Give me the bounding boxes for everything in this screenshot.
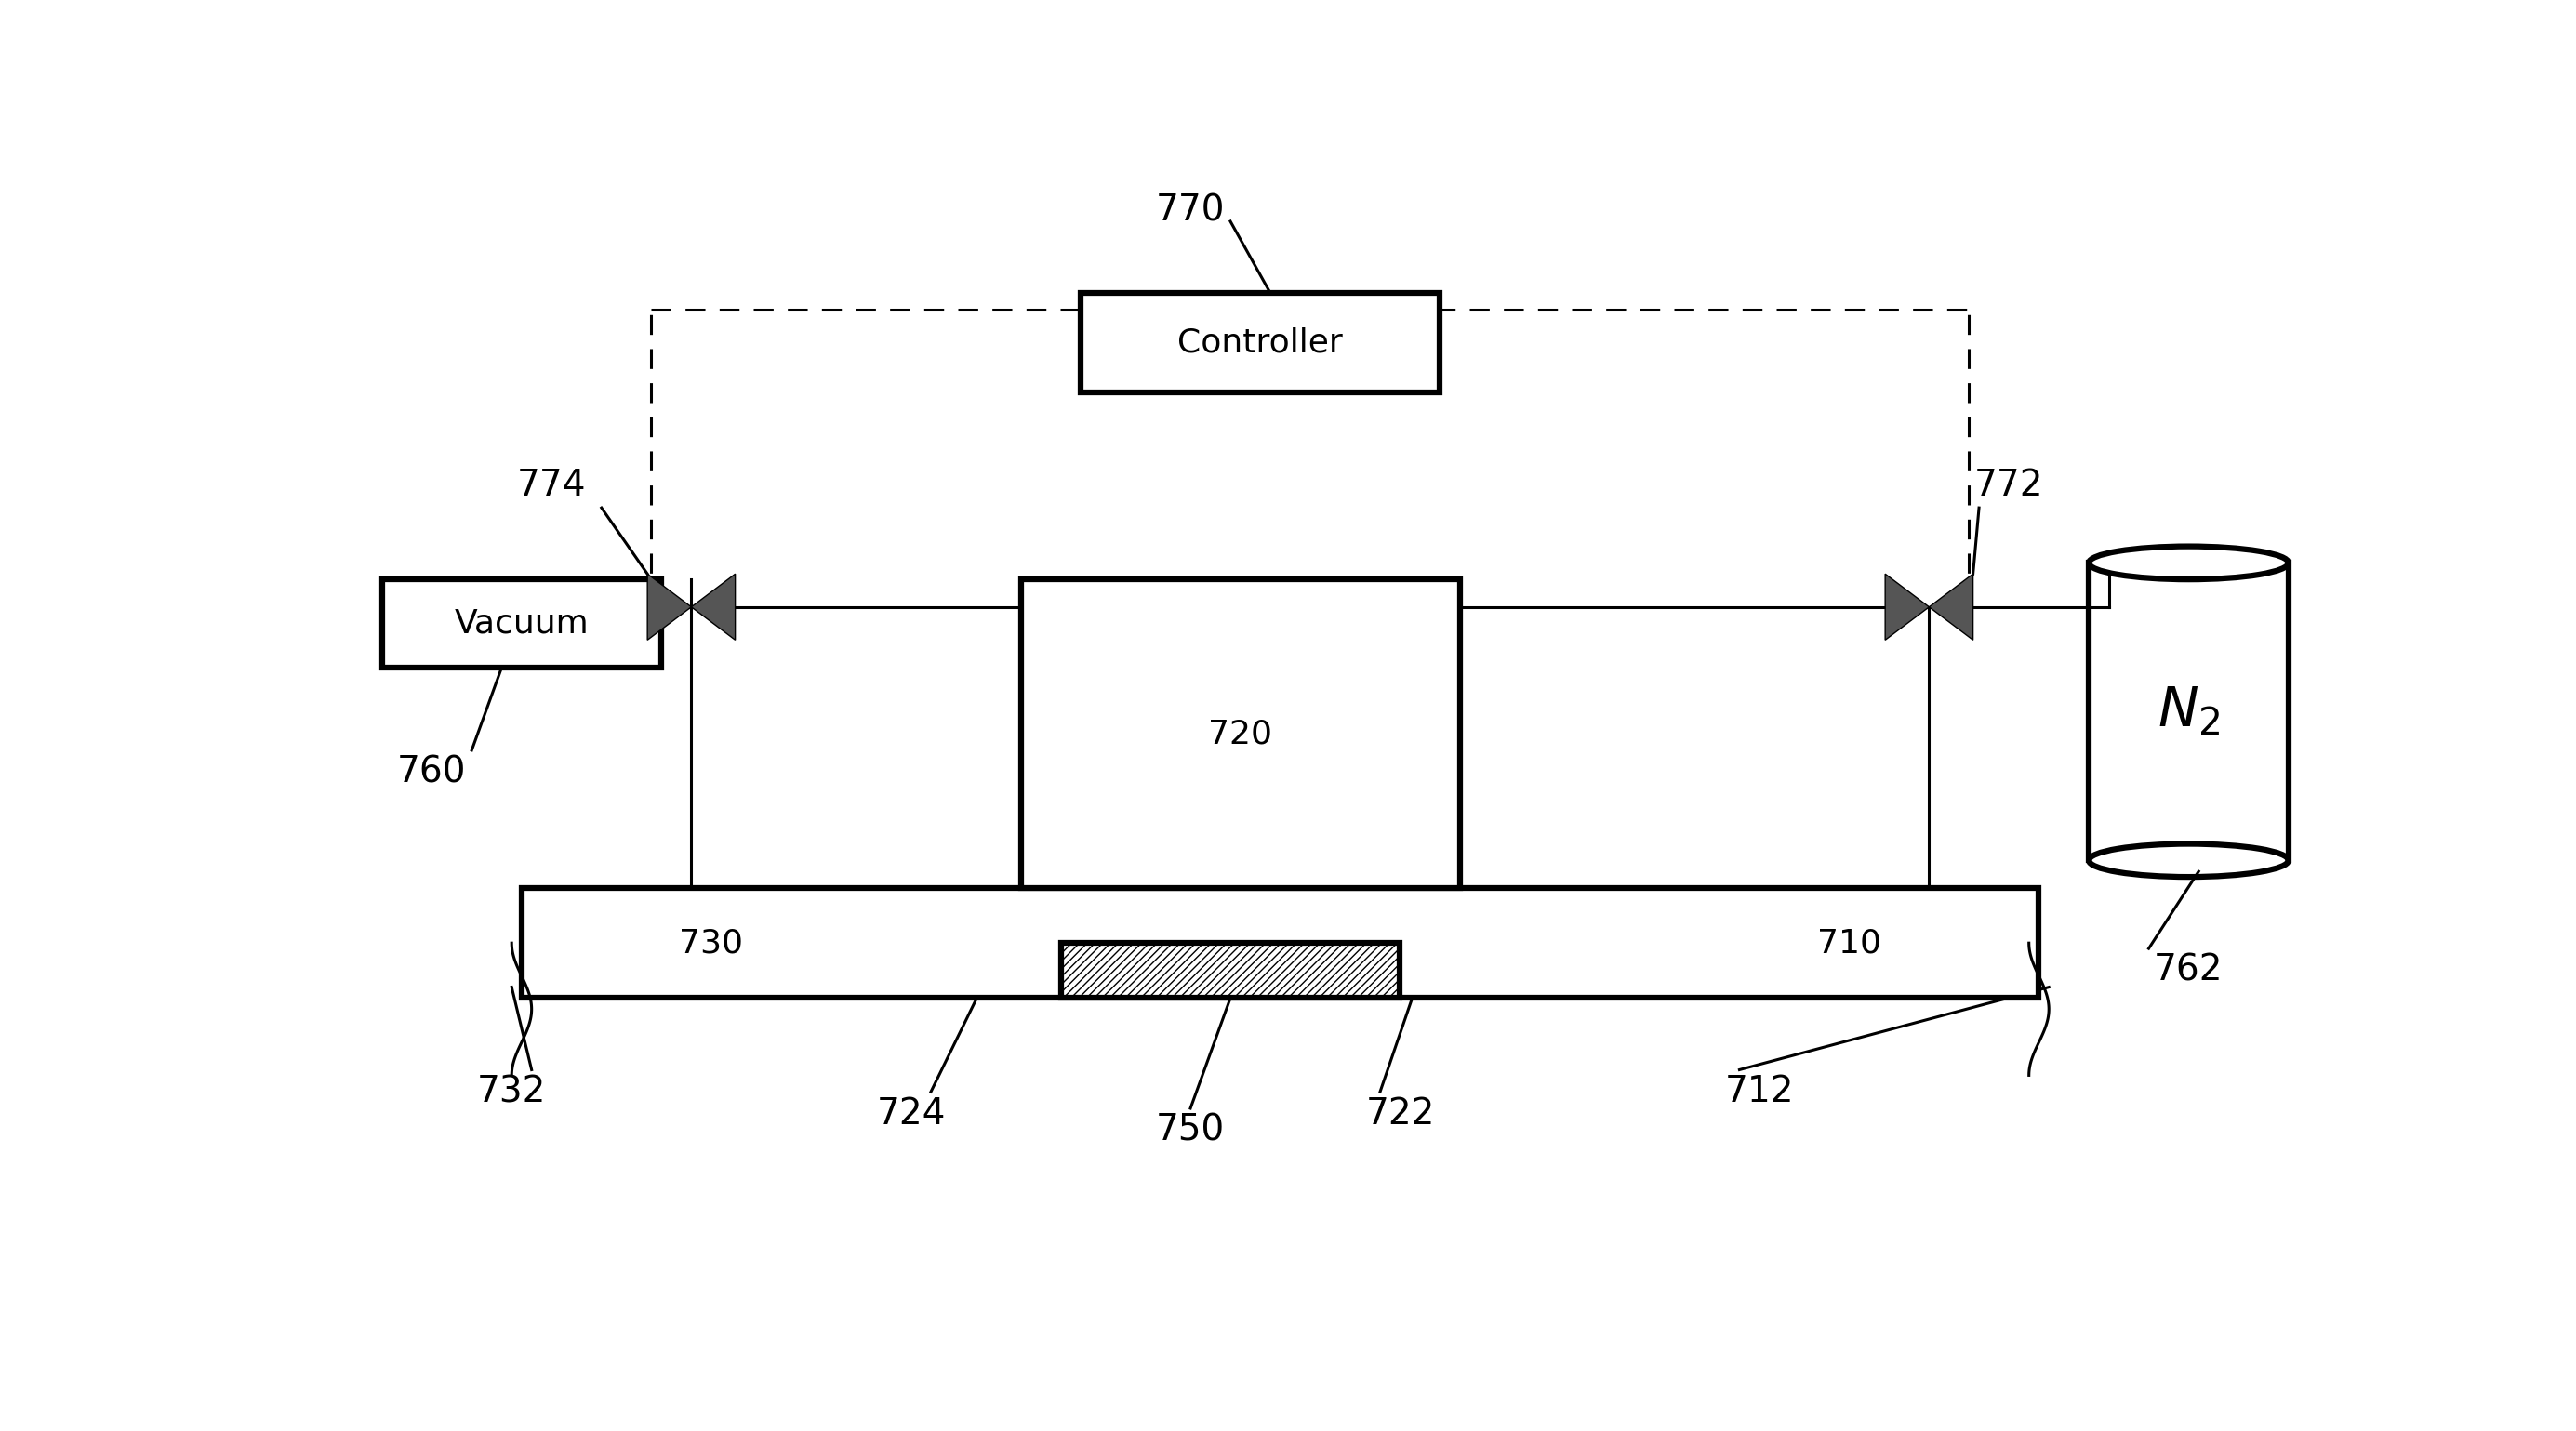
Bar <box>1079 293 1440 392</box>
Bar <box>1020 580 1461 887</box>
Polygon shape <box>647 574 690 640</box>
Text: 730: 730 <box>680 927 744 959</box>
Polygon shape <box>1886 574 1929 640</box>
Text: 710: 710 <box>1816 927 1880 959</box>
Bar <box>381 580 662 667</box>
Ellipse shape <box>2089 547 2287 580</box>
Text: 750: 750 <box>1157 1113 1226 1148</box>
Text: Controller: Controller <box>1177 326 1342 358</box>
Bar <box>1061 943 1401 999</box>
Text: 760: 760 <box>397 754 466 790</box>
Polygon shape <box>1929 574 1973 640</box>
Text: 720: 720 <box>1208 718 1273 750</box>
Text: 770: 770 <box>1157 193 1226 228</box>
Text: 772: 772 <box>1973 468 2043 504</box>
Text: 774: 774 <box>518 468 587 504</box>
Ellipse shape <box>2089 844 2287 877</box>
Text: 732: 732 <box>477 1075 546 1109</box>
Text: 722: 722 <box>1365 1096 1435 1132</box>
Text: 762: 762 <box>2154 953 2223 989</box>
Text: Vacuum: Vacuum <box>453 608 590 640</box>
Text: 724: 724 <box>876 1096 945 1132</box>
Bar <box>520 887 2040 999</box>
Text: 712: 712 <box>1726 1075 1793 1109</box>
Text: $N_2$: $N_2$ <box>2156 685 2221 738</box>
Polygon shape <box>690 574 734 640</box>
